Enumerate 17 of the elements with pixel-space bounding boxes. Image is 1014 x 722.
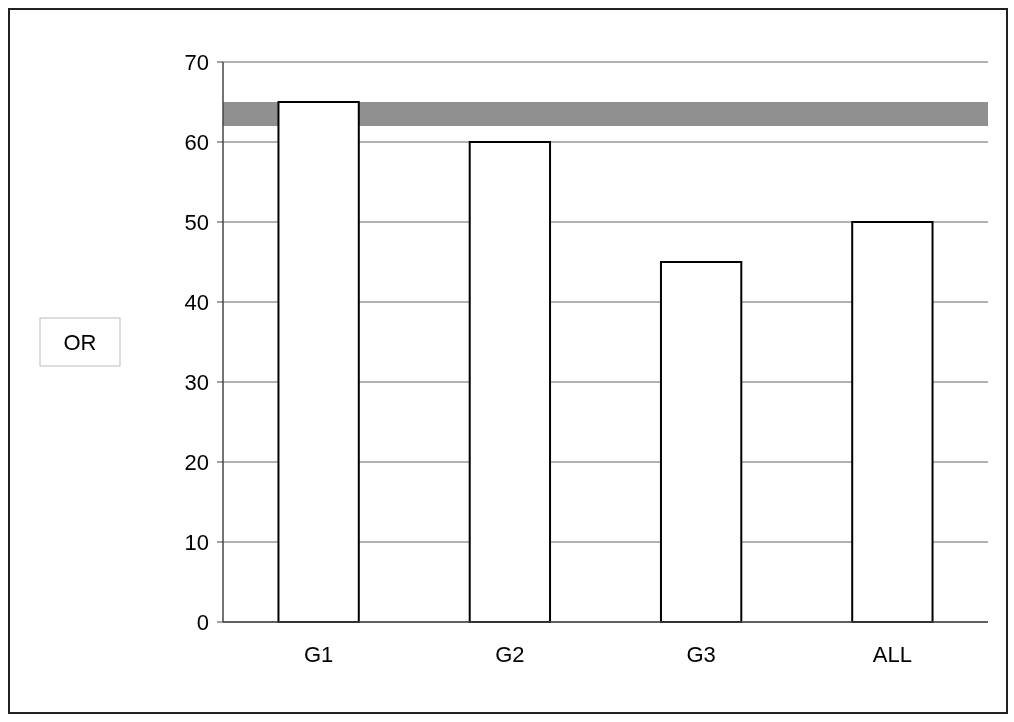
- bar: [659, 261, 743, 623]
- y-tick-label: 20: [184, 449, 209, 475]
- y-tick-label: 70: [184, 49, 209, 75]
- y-tick-label: 0: [196, 609, 209, 635]
- bar: [851, 221, 934, 623]
- bar: [277, 101, 360, 623]
- x-tick-label: G3: [686, 642, 716, 667]
- y-tick-label: 40: [184, 289, 209, 315]
- y-tick-label: 30: [184, 369, 209, 395]
- y-tick-label: 10: [184, 529, 209, 555]
- x-tick-label: ALL: [872, 642, 912, 667]
- x-tick-label: G1: [303, 642, 334, 667]
- bar: [468, 141, 552, 623]
- y-tick-label: 60: [184, 129, 209, 155]
- x-tick-label: G2: [495, 642, 525, 667]
- y-axis-title: OR: [63, 329, 97, 355]
- y-tick-label: 50: [184, 209, 209, 235]
